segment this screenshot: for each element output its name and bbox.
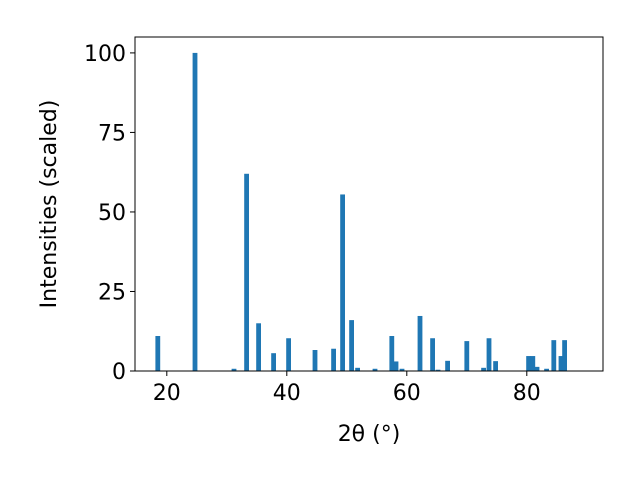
bar: [312, 350, 318, 371]
bar: [445, 360, 450, 371]
bar: [526, 356, 531, 371]
y-tick-label: 100: [84, 42, 126, 67]
bar: [271, 353, 276, 371]
bar: [155, 336, 161, 371]
bar: [340, 194, 345, 371]
bar: [192, 52, 198, 372]
bar: [544, 368, 549, 371]
bar: [256, 323, 261, 371]
x-axis-label: 2θ (°): [338, 422, 401, 447]
bar: [493, 361, 498, 371]
bar: [331, 348, 336, 371]
bar: [349, 320, 354, 371]
y-tick-label: 50: [98, 201, 126, 226]
bar: [286, 338, 291, 371]
bar: [372, 368, 378, 371]
bar: [534, 366, 540, 371]
y-tick-label: 0: [112, 360, 126, 385]
x-tick-label: 40: [273, 381, 301, 406]
x-tick-label: 20: [153, 381, 181, 406]
x-tick-label: 80: [513, 381, 541, 406]
bar: [417, 315, 423, 371]
y-axis-label: Intensities (scaled): [37, 100, 62, 309]
bar: [355, 367, 360, 371]
bar: [530, 356, 536, 371]
y-tick-label: 25: [98, 280, 126, 305]
bar: [435, 369, 441, 371]
y-tick-label: 75: [98, 121, 126, 146]
bar: [481, 367, 486, 371]
bar: [244, 173, 249, 371]
x-tick-label: 60: [393, 381, 421, 406]
bar: [558, 356, 564, 371]
bar: [389, 336, 395, 371]
bar: [562, 340, 567, 371]
bar: [486, 338, 492, 371]
bar: [430, 338, 435, 371]
plot-frame: [134, 36, 604, 372]
bar: [551, 340, 557, 371]
bar: [464, 341, 470, 371]
bar: [399, 368, 405, 371]
bar: [231, 368, 237, 371]
bar: [393, 361, 399, 371]
